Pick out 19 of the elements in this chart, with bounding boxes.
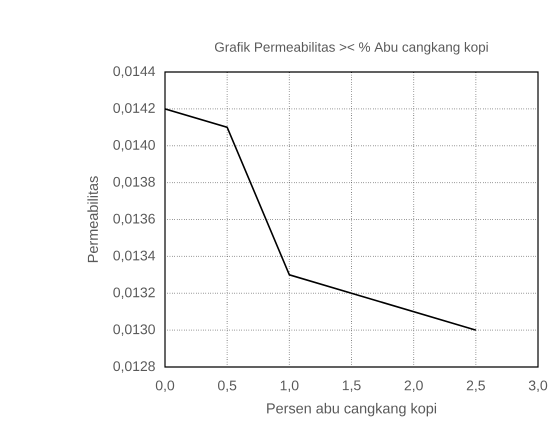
y-tick-label: 0,0142 [113, 103, 155, 115]
y-tick-label: 0,0138 [113, 176, 155, 188]
y-tick-label: 0,0128 [113, 361, 155, 373]
y-tick-label: 0,0134 [113, 250, 156, 262]
x-axis-title: Persen abu cangkang kopi [267, 402, 436, 416]
x-tick-label: 3,0 [528, 380, 548, 392]
y-tick-label: 0,0136 [113, 214, 155, 226]
y-tick-label: 0,0132 [113, 287, 155, 300]
y-tick-label: 0,0144 [113, 66, 156, 78]
y-axis-title: Permeabilitas [87, 176, 98, 262]
x-tick-label: 0,0 [156, 380, 174, 392]
y-tick-label: 0,0130 [113, 324, 155, 336]
x-tick-label: 0,5 [218, 380, 236, 392]
x-tick-label: 2,0 [404, 380, 423, 392]
y-tick-label: 0,0140 [113, 140, 155, 152]
x-tick-label: 2,5 [466, 380, 485, 392]
x-tick-label: 1,5 [342, 380, 361, 392]
x-tick-label: 1,0 [280, 380, 298, 392]
chart-title: Grafik Permeabilitas >< % Abu cangkang kopi [214, 42, 488, 55]
